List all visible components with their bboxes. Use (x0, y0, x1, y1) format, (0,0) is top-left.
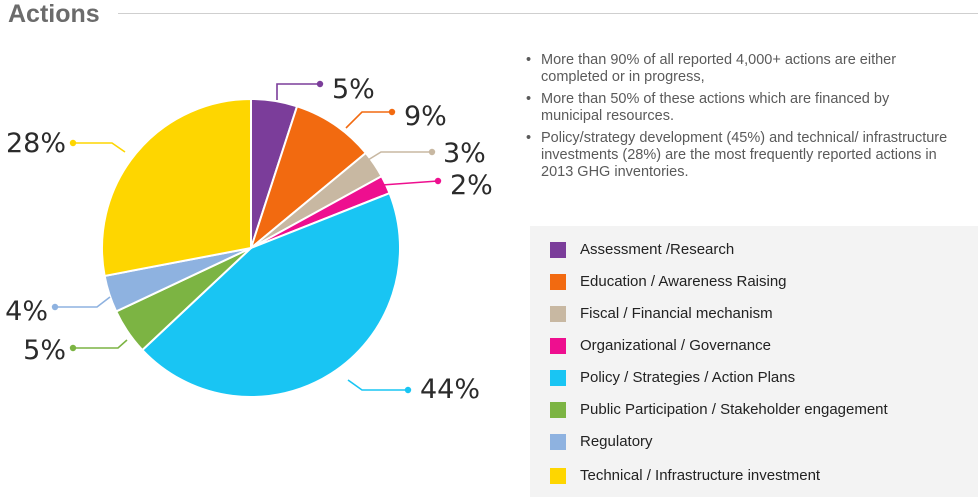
percent-label-4: 2% (450, 170, 493, 201)
pie-chart: 5% 9% 3%2% 44% 5% 4% 28% (5, 74, 493, 405)
legend-label: Public Participation / Stakeholder engag… (580, 401, 888, 418)
percent-label-8: 28% (6, 128, 66, 159)
leader-dot-3 (428, 148, 436, 156)
legend-label: Education / Awareness Raising (580, 273, 787, 290)
leader-dot-4 (434, 177, 442, 185)
leader-line-7 (55, 296, 111, 308)
percent-label-1: 5% (332, 74, 375, 105)
legend-label: Regulatory (580, 433, 653, 450)
leader-line-4 (381, 180, 439, 186)
legend-swatch (550, 468, 566, 484)
percent-label-3: 3% (443, 138, 486, 169)
legend-label: Policy / Strategies / Action Plans (580, 369, 796, 386)
legend-swatch (550, 370, 566, 386)
legend-swatch (550, 242, 566, 258)
key-findings-list: More than 90% of all reported 4,000+ act… (523, 52, 953, 186)
pie-percent-labels: 5% 9% 3%2% 44% 5% 4% 28% (5, 74, 493, 405)
finding-item: Policy/strategy development (45%) and te… (523, 130, 953, 181)
leader-line-2 (345, 111, 392, 129)
leader-line-1 (276, 83, 320, 100)
leader-line-8 (73, 142, 126, 153)
leader-dot-6 (69, 344, 77, 352)
finding-item: More than 50% of these actions which are… (523, 91, 953, 125)
pie-slice-2 (248, 105, 368, 251)
pie-leader-lines (51, 80, 442, 394)
leader-dot-7 (51, 303, 59, 311)
legend-swatch (550, 434, 566, 450)
pie-slices (101, 97, 401, 399)
section-title: Actions (8, 0, 100, 28)
percent-label-7: 4% (5, 296, 48, 327)
legend-swatch (550, 274, 566, 290)
percent-label-2: 9% (404, 101, 447, 132)
pie-slice-5 (140, 191, 401, 399)
percent-label-6: 5% (23, 335, 66, 366)
legend-swatch (550, 338, 566, 354)
title-divider (118, 13, 978, 14)
chart-legend: Assessment /Research Education / Awarenes… (530, 226, 978, 497)
pie-slice-8 (101, 97, 252, 278)
leader-line-6 (73, 339, 128, 349)
legend-label: Fiscal / Financial mechanism (580, 305, 773, 322)
finding-item: More than 90% of all reported 4,000+ act… (523, 52, 953, 86)
legend-label: Technical / Infrastructure investment (580, 467, 821, 484)
leader-line-5 (347, 379, 408, 391)
percent-label-5: 44% (420, 374, 480, 405)
legend-swatch (550, 402, 566, 418)
leader-dot-2 (388, 108, 396, 116)
leader-dot-5 (404, 386, 412, 394)
legend-label: Assessment /Research (580, 241, 735, 258)
leader-line-3 (367, 151, 432, 161)
legend-label: Organizational / Governance (580, 337, 771, 354)
legend-swatch (550, 306, 566, 322)
leader-dot-1 (316, 80, 324, 88)
leader-dot-8 (69, 139, 77, 147)
